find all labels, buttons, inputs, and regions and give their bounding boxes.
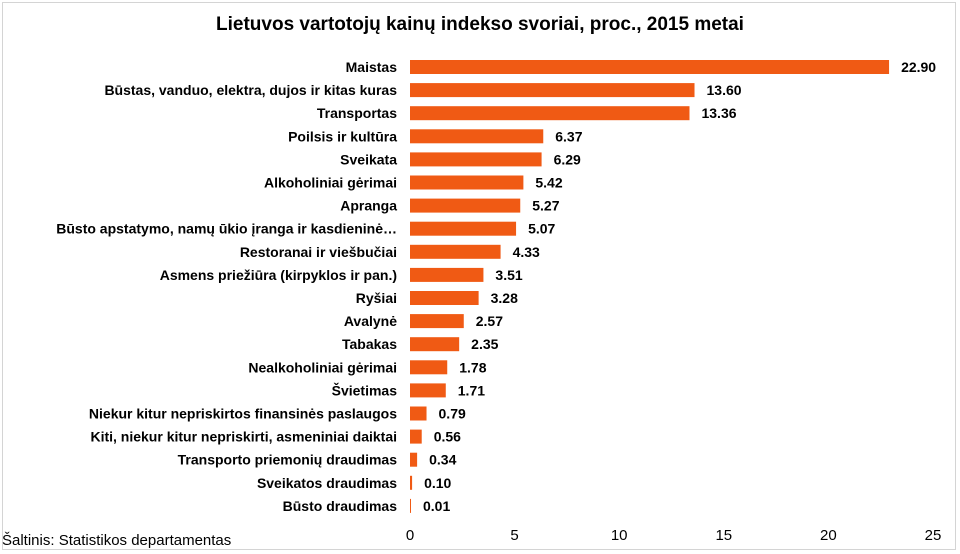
bar xyxy=(410,452,418,467)
bar xyxy=(410,83,695,98)
category-label: Restoranai ir viešbučiai xyxy=(240,244,397,260)
value-label: 1.71 xyxy=(458,382,485,398)
x-tick-label: 5 xyxy=(510,527,518,544)
bar xyxy=(410,267,484,282)
category-label: Apranga xyxy=(340,198,397,214)
bar xyxy=(410,337,460,352)
bar xyxy=(410,406,427,421)
bar xyxy=(410,152,542,167)
bar xyxy=(410,129,544,144)
category-label: Poilsis ir kultūra xyxy=(288,128,397,144)
bar xyxy=(410,221,517,236)
value-label: 2.35 xyxy=(471,336,498,352)
bar xyxy=(410,383,446,398)
x-tick-label: 10 xyxy=(611,527,628,544)
value-label: 1.78 xyxy=(459,359,486,375)
bar xyxy=(410,60,890,74)
category-label: Būstas, vanduo, elektra, dujos ir kitas … xyxy=(104,82,397,98)
category-label: Sveikatos draudimas xyxy=(257,475,397,491)
value-label: 5.07 xyxy=(528,221,555,237)
bar xyxy=(410,106,690,121)
value-label: 5.27 xyxy=(532,198,559,214)
bar xyxy=(410,498,411,513)
value-label: 0.01 xyxy=(423,498,450,514)
category-label: Nealkoholiniai gėrimai xyxy=(248,359,397,375)
value-label: 3.51 xyxy=(495,267,522,283)
x-tick-label: 25 xyxy=(925,527,942,544)
bar xyxy=(410,314,464,329)
bar xyxy=(410,475,413,490)
value-label: 13.36 xyxy=(701,105,736,121)
category-label: Kiti, niekur kitur nepriskirti, asmenini… xyxy=(90,429,397,445)
source-note: Šaltinis: Statistikos departamentas xyxy=(2,532,232,549)
category-label: Avalynė xyxy=(344,313,397,329)
x-tick-label: 15 xyxy=(715,527,732,544)
category-label: Būsto apstatymo, namų ūkio įranga ir kas… xyxy=(56,221,397,237)
value-label: 6.37 xyxy=(555,128,582,144)
bar xyxy=(410,291,479,305)
value-label: 0.56 xyxy=(434,429,461,445)
value-label: 5.42 xyxy=(535,175,562,191)
value-label: 0.79 xyxy=(439,406,466,422)
category-label: Maistas xyxy=(346,59,398,75)
x-tick-label: 0 xyxy=(406,527,414,544)
value-label: 13.60 xyxy=(707,82,742,98)
category-label: Asmens priežiūra (kirpyklos ir pan.) xyxy=(160,267,397,283)
category-label: Sveikata xyxy=(340,151,397,167)
category-label: Transporto priemonių draudimas xyxy=(178,452,398,468)
category-label: Tabakas xyxy=(342,336,397,352)
bar xyxy=(410,244,501,259)
x-tick-label: 20 xyxy=(820,527,837,544)
value-label: 0.34 xyxy=(429,452,456,468)
value-label: 3.28 xyxy=(491,290,518,306)
bar xyxy=(410,198,521,213)
chart-title: Lietuvos vartotojų kainų indekso svoriai… xyxy=(216,14,744,35)
value-label: 4.33 xyxy=(513,244,540,260)
bar xyxy=(410,175,524,190)
category-label: Švietimas xyxy=(332,381,398,398)
category-label: Niekur kitur nepriskirtos finansinės pas… xyxy=(89,406,397,422)
bar xyxy=(410,429,422,444)
value-label: 6.29 xyxy=(554,151,581,167)
category-label: Alkoholiniai gėrimai xyxy=(264,175,397,191)
bar xyxy=(410,360,448,375)
value-label: 2.57 xyxy=(476,313,503,329)
category-label: Ryšiai xyxy=(356,290,397,306)
category-label: Transportas xyxy=(317,105,397,121)
value-label: 0.10 xyxy=(424,475,451,491)
category-label: Būsto draudimas xyxy=(283,498,398,514)
value-label: 22.90 xyxy=(901,59,936,75)
